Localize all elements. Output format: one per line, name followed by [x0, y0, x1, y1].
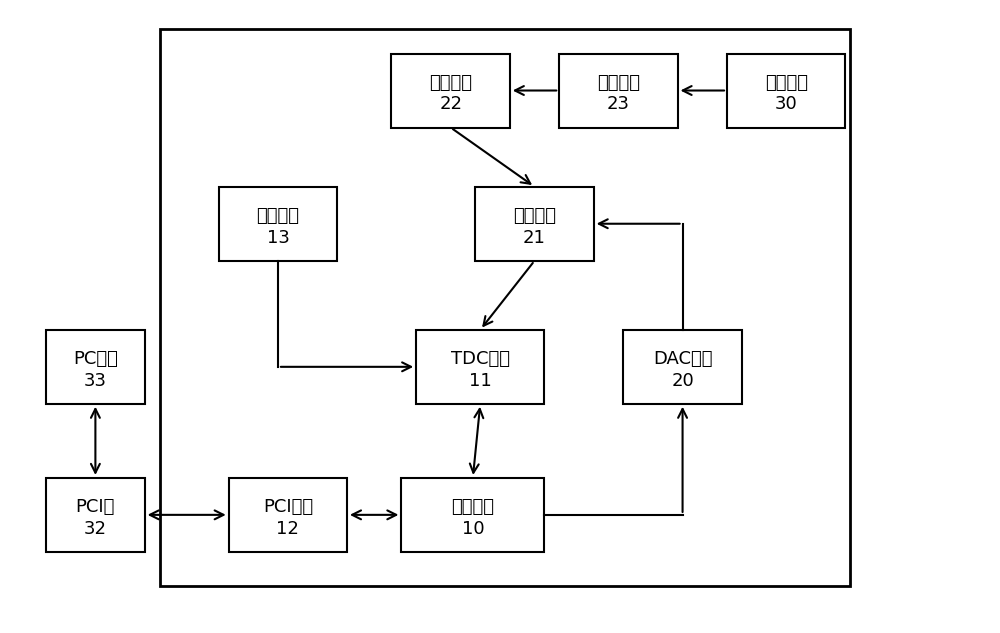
Bar — [727, 54, 845, 127]
Bar — [391, 54, 510, 127]
Text: 主控模块: 主控模块 — [451, 498, 494, 516]
Bar — [475, 187, 594, 261]
Bar — [46, 330, 145, 404]
Text: 21: 21 — [523, 229, 546, 246]
Text: 33: 33 — [84, 372, 107, 390]
Text: 12: 12 — [276, 520, 299, 537]
Text: DAC模块: DAC模块 — [653, 350, 712, 368]
Text: 分压模块: 分压模块 — [597, 73, 640, 92]
Text: 32: 32 — [84, 520, 107, 537]
Bar — [160, 29, 850, 586]
Text: 10: 10 — [462, 520, 484, 537]
Bar — [46, 478, 145, 552]
Bar — [559, 54, 678, 127]
Text: 比较模块: 比较模块 — [513, 207, 556, 225]
Text: PCI卡: PCI卡 — [76, 498, 115, 516]
Bar — [219, 187, 337, 261]
Text: 晶振模块: 晶振模块 — [256, 207, 299, 225]
Text: 滤波模块: 滤波模块 — [429, 73, 472, 92]
Text: 20: 20 — [671, 372, 694, 390]
Text: TDC模块: TDC模块 — [451, 350, 510, 368]
Text: 测量通道: 测量通道 — [765, 73, 808, 92]
Text: 30: 30 — [775, 96, 798, 113]
Bar — [416, 330, 544, 404]
Text: PC终端: PC终端 — [73, 350, 118, 368]
Text: 22: 22 — [439, 96, 462, 113]
Bar — [401, 478, 544, 552]
Bar — [623, 330, 742, 404]
Bar — [229, 478, 347, 552]
Text: PCI接口: PCI接口 — [263, 498, 313, 516]
Text: 11: 11 — [469, 372, 492, 390]
Text: 13: 13 — [267, 229, 289, 246]
Text: 23: 23 — [607, 96, 630, 113]
